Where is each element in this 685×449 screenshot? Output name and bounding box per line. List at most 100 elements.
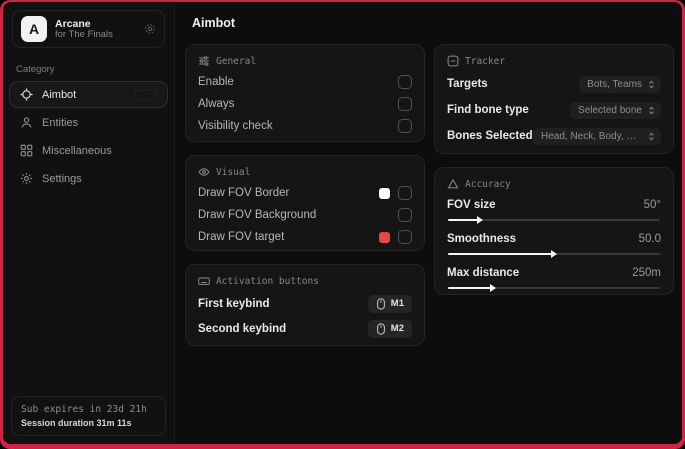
- find-bone-type-select[interactable]: Selected bone: [570, 101, 661, 119]
- targets-value: Bots, Teams: [587, 78, 642, 90]
- max-distance-label: Max distance: [447, 267, 520, 279]
- visibility-check-label: Visibility check: [198, 120, 273, 132]
- sidebar-item-entities[interactable]: Entities: [9, 109, 168, 136]
- sidebar-item-label: Miscellaneous: [42, 144, 112, 157]
- smoothness-label: Smoothness: [447, 233, 517, 245]
- activation-card-title: Activation buttons: [216, 275, 319, 287]
- first-keybind-label: First keybind: [198, 297, 270, 310]
- second-keybind-value: M2: [390, 323, 404, 334]
- gear-icon: [20, 172, 33, 185]
- eye-icon: [198, 168, 210, 176]
- smoothness-slider[interactable]: [448, 250, 660, 258]
- sidebar-item-label: Entities: [42, 116, 79, 129]
- subscription-panel: Sub expires in 23d 21h Session duration …: [11, 396, 166, 436]
- entities-icon: [20, 116, 33, 129]
- first-keybind-value: M1: [390, 298, 404, 309]
- visibility-check-checkbox[interactable]: [398, 119, 412, 133]
- general-card-header: General: [198, 55, 412, 67]
- setting-row-first-keybind: First keybind M1: [198, 291, 412, 316]
- setting-row-find-bone-type: Find bone type Selected bone: [447, 97, 661, 123]
- general-card: General Enable Always Visibility check: [185, 44, 425, 142]
- slider-thumb[interactable]: [489, 284, 496, 292]
- setting-row-second-keybind: Second keybind M2: [198, 316, 412, 341]
- setting-row-smoothness: Smoothness 50.0: [447, 231, 661, 258]
- setting-row-fov-border: Draw FOV Border: [198, 182, 412, 204]
- slider-thumb[interactable]: [551, 250, 557, 258]
- setting-row-enable: Enable: [198, 71, 412, 93]
- activation-card: Activation buttons First keybind M1 Seco…: [185, 264, 425, 346]
- setting-row-visibility-check: Visibility check: [198, 115, 412, 137]
- keybind-hint-badge: [135, 89, 157, 100]
- sidebar: A Arcane for The Finals Category: [3, 2, 175, 444]
- sidebar-item-settings[interactable]: Settings: [9, 165, 168, 192]
- activation-card-header: Activation buttons: [198, 275, 412, 287]
- max-distance-value: 250m: [632, 267, 661, 279]
- fov-border-label: Draw FOV Border: [198, 187, 290, 199]
- enable-label: Enable: [198, 76, 234, 88]
- keyboard-icon: [198, 277, 210, 285]
- sidebar-item-label: Aimbot: [42, 88, 77, 101]
- left-column: General Enable Always Visibility check: [185, 44, 425, 359]
- sidebar-nav: Aimbot Entities: [3, 81, 174, 193]
- setting-row-always: Always: [198, 93, 412, 115]
- tracker-card-header: Tracker: [447, 55, 661, 67]
- visual-card-title: Visual: [216, 166, 251, 178]
- general-card-title: General: [216, 55, 257, 67]
- grid-icon: [20, 144, 33, 157]
- main-panel: Aimbot General Enable: [175, 2, 682, 444]
- unfold-icon: [649, 80, 654, 88]
- session-duration-text: Session duration 31m 11s: [21, 418, 132, 428]
- fov-target-label: Draw FOV target: [198, 231, 285, 243]
- sidebar-item-miscellaneous[interactable]: Miscellaneous: [9, 137, 168, 164]
- setting-row-targets: Targets Bots, Teams: [447, 71, 661, 97]
- fov-size-slider[interactable]: [448, 216, 660, 224]
- mouse-icon: [376, 322, 385, 335]
- mouse-icon: [376, 297, 385, 310]
- fov-size-value: 50°: [643, 199, 661, 211]
- max-distance-slider[interactable]: [448, 284, 660, 292]
- page-title: Aimbot: [192, 16, 236, 30]
- sliders-icon: [199, 56, 209, 66]
- fov-border-color-swatch[interactable]: [379, 187, 390, 199]
- app-logo: A: [21, 16, 47, 42]
- visual-card: Visual Draw FOV Border Draw FOV Backgrou…: [185, 155, 425, 251]
- tracker-box-icon: [447, 55, 459, 67]
- sidebar-header: A Arcane for The Finals: [12, 10, 165, 48]
- second-keybind-button[interactable]: M2: [367, 319, 412, 338]
- fov-target-color-swatch[interactable]: [379, 231, 390, 243]
- header-gear-icon[interactable]: [144, 23, 156, 35]
- smoothness-value: 50.0: [638, 233, 661, 245]
- fov-background-label: Draw FOV Background: [198, 209, 317, 221]
- targets-select[interactable]: Bots, Teams: [579, 75, 661, 93]
- bones-selected-label: Bones Selected: [447, 130, 533, 142]
- always-checkbox[interactable]: [398, 97, 412, 111]
- sub-expiry-text: Sub expires in 23d 21h: [21, 404, 147, 415]
- setting-row-max-distance: Max distance 250m: [447, 265, 661, 292]
- unfold-icon: [649, 132, 654, 140]
- app-name: Arcane: [55, 17, 91, 30]
- setting-row-bones-selected: Bones Selected Head, Neck, Body, Pe...: [447, 123, 661, 149]
- enable-checkbox[interactable]: [398, 75, 412, 89]
- fov-target-checkbox[interactable]: [398, 230, 412, 244]
- always-label: Always: [198, 98, 235, 110]
- fov-background-checkbox[interactable]: [398, 208, 412, 222]
- slider-thumb[interactable]: [476, 216, 483, 224]
- setting-row-fov-target: Draw FOV target: [198, 226, 412, 248]
- setting-row-fov-background: Draw FOV Background: [198, 204, 412, 226]
- visual-card-header: Visual: [198, 166, 412, 178]
- unfold-icon: [649, 106, 654, 114]
- find-bone-type-value: Selected bone: [578, 104, 642, 116]
- brand-block: Arcane for The Finals: [55, 18, 136, 41]
- bones-selected-select[interactable]: Head, Neck, Body, Pe...: [533, 127, 661, 145]
- fov-size-label: FOV size: [447, 199, 496, 211]
- triangle-icon: [447, 178, 459, 189]
- second-keybind-label: Second keybind: [198, 322, 287, 335]
- first-keybind-button[interactable]: M1: [367, 294, 412, 313]
- fov-border-checkbox[interactable]: [398, 186, 412, 200]
- accuracy-card-header: Accuracy: [447, 178, 661, 190]
- sidebar-item-aimbot[interactable]: Aimbot: [9, 81, 168, 108]
- targets-label: Targets: [447, 78, 488, 90]
- setting-row-fov-size: FOV size 50°: [447, 197, 661, 224]
- sidebar-item-label: Settings: [42, 172, 82, 185]
